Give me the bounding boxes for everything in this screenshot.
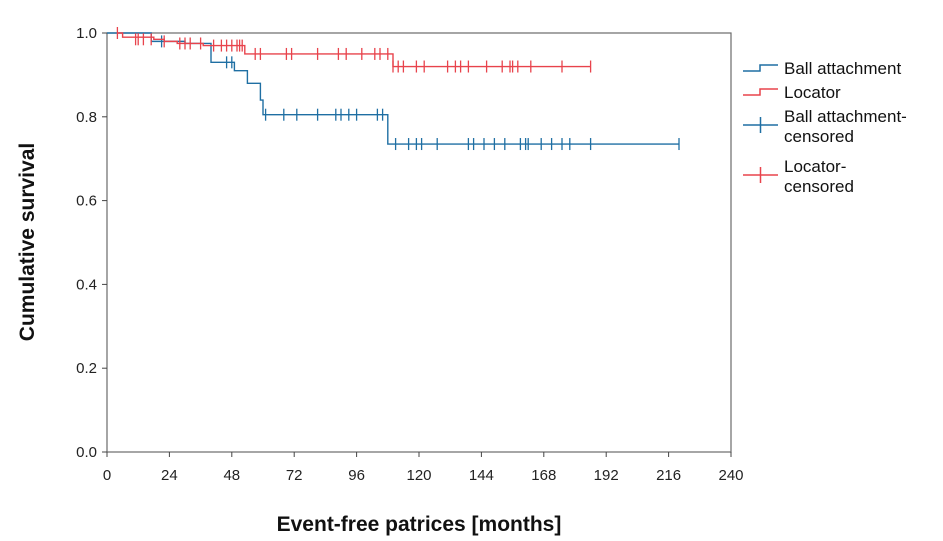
legend-item-ball-censor: Ball attachment-censored [743,107,907,146]
legend-item-locator-step: Locator [743,83,841,102]
x-tick-label: 96 [348,467,365,484]
legend-item-ball-step: Ball attachment [743,59,901,78]
x-tick-label: 0 [103,467,111,484]
series-layer [107,27,680,151]
x-tick-label: 216 [656,467,681,484]
y-tick-label: 0.0 [76,444,97,461]
y-axis: 0.0 0.2 0.4 0.6 0.8 1.0 [76,25,107,461]
y-tick-label: 1.0 [76,25,97,42]
y-axis-title: Cumulative survival [16,143,39,341]
legend-label: censored [784,127,854,146]
plot-frame [106,32,732,453]
x-tick-label: 48 [223,467,240,484]
y-tick-label: 0.6 [76,193,97,210]
legend-step-icon [743,64,778,72]
legend-label: Ball attachment [784,59,901,78]
y-tick-label: 0.2 [76,360,97,377]
legend-step-icon [743,88,778,96]
legend-label: censored [784,177,854,196]
x-tick-label: 144 [469,467,494,484]
x-tick-label: 240 [718,467,743,484]
x-axis: 0 24 48 72 96 120 144 168 192 216 240 [103,452,744,484]
x-tick-label: 168 [531,467,556,484]
legend-label: Ball attachment- [784,107,907,126]
x-axis-title: Event-free patrices [months] [277,513,562,536]
x-tick-label: 120 [406,467,431,484]
legend-label: Locator- [784,157,846,176]
x-tick-label: 192 [594,467,619,484]
x-tick-label: 72 [286,467,303,484]
plot-area [106,32,732,453]
legend: Ball attachment Locator Ball attachment-ce… [743,59,907,196]
legend-item-locator-censor: Locator-censored [743,157,854,196]
y-tick-label: 0.4 [76,276,97,293]
y-tick-label: 0.8 [76,109,97,126]
x-tick-label: 24 [161,467,178,484]
legend-label: Locator [784,83,841,102]
